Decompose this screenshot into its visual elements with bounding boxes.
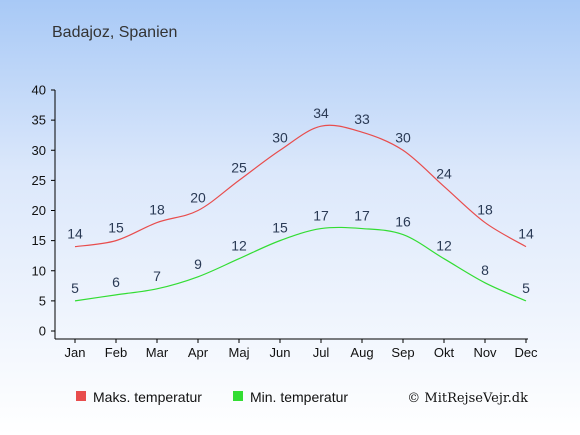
data-label: 20 [190, 190, 206, 206]
data-label: 30 [395, 129, 411, 145]
data-label: 24 [436, 165, 452, 181]
x-tick-label: Sep [391, 345, 414, 360]
data-label: 6 [112, 274, 120, 290]
x-tick-label: Apr [188, 345, 209, 360]
x-tick-label: Jan [65, 345, 86, 360]
data-label: 15 [272, 220, 288, 236]
data-label: 14 [518, 226, 534, 242]
data-label: 12 [231, 238, 247, 254]
data-label: 30 [272, 129, 288, 145]
legend-label: Maks. temperatur [93, 389, 202, 405]
data-labels: 14 15 18 20 25 30 34 33 30 24 18 14 5 6 7 9 12 15 17 17 16 12… [67, 105, 534, 296]
series-line-min [74, 226, 527, 302]
y-tick-label: 35 [32, 113, 46, 128]
data-label: 12 [436, 238, 452, 254]
data-label: 25 [231, 159, 247, 175]
data-label: 5 [522, 280, 530, 296]
legend-swatch [76, 391, 86, 401]
x-tick-label: Nov [473, 345, 497, 360]
data-label: 17 [354, 208, 370, 224]
x-tick-label: Aug [350, 345, 373, 360]
x-tick-label: Feb [105, 345, 127, 360]
x-tick-label: Maj [229, 345, 250, 360]
copyright-text: © MitRejseVejr.dk [407, 391, 528, 406]
data-label: 33 [354, 111, 370, 127]
data-label: 16 [395, 214, 411, 230]
data-label: 15 [108, 220, 124, 236]
legend-swatch [233, 391, 243, 401]
data-label: 18 [477, 202, 493, 218]
series-line-max [74, 124, 527, 248]
data-label: 18 [149, 202, 165, 218]
x-tick-label: Jul [313, 345, 330, 360]
legend-label: Min. temperatur [250, 389, 348, 405]
data-label: 34 [313, 105, 329, 121]
y-tick-label: 40 [32, 83, 46, 98]
x-tick-label: Mar [146, 345, 169, 360]
chart-title: Badajoz, Spanien [52, 24, 177, 41]
series-lines [74, 124, 527, 302]
data-label: 7 [153, 268, 161, 284]
data-label: 9 [194, 256, 202, 272]
y-tick-label: 15 [32, 233, 46, 248]
y-tick-label: 10 [32, 263, 46, 278]
data-label: 17 [313, 208, 329, 224]
y-tick-label: 5 [39, 293, 46, 308]
y-tick-label: 0 [39, 324, 46, 339]
axes: 0 5 10 15 20 25 30 35 40 Jan Feb Mar Apr Maj Jun Jul Aug… [32, 83, 539, 361]
data-label: 5 [71, 280, 79, 296]
data-label: 8 [481, 262, 489, 278]
x-tick-label: Okt [434, 345, 455, 360]
y-tick-label: 25 [32, 173, 46, 188]
x-tick-label: Dec [514, 345, 538, 360]
x-tick-label: Jun [270, 345, 291, 360]
legend: Maks. temperatur Min. temperatur [76, 389, 348, 405]
data-label: 14 [67, 226, 83, 242]
y-tick-label: 30 [32, 143, 46, 158]
y-tick-label: 20 [32, 203, 46, 218]
